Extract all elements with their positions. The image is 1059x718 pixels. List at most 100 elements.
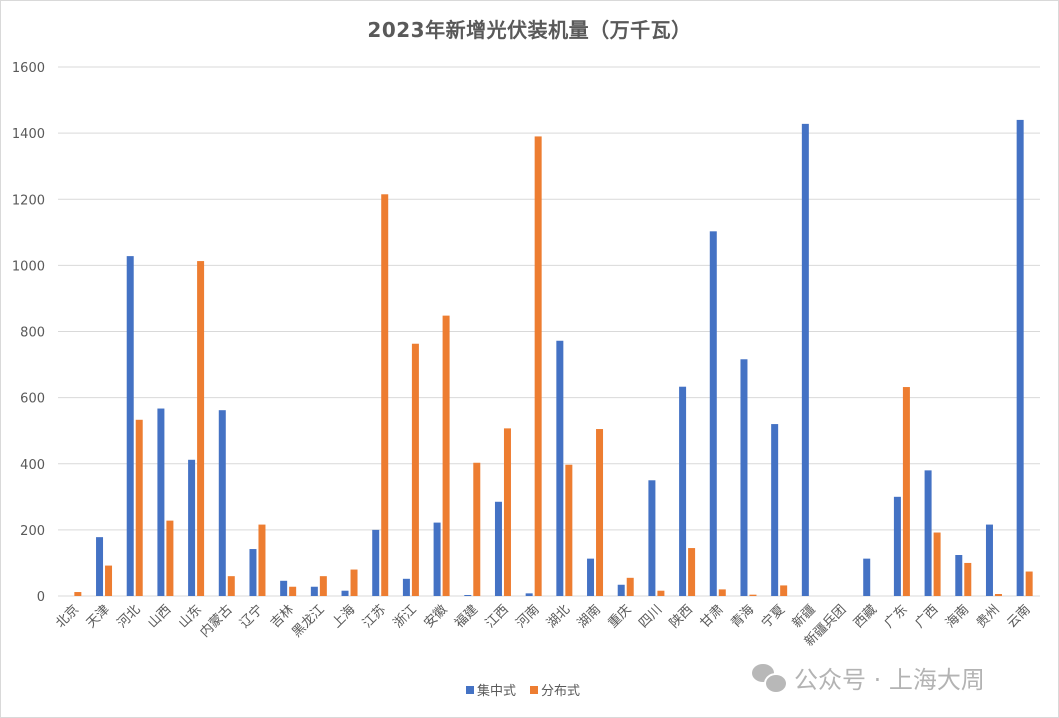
- x-tick-label: 湖南: [574, 602, 604, 632]
- y-tick-label: 1400: [12, 127, 45, 142]
- bar-centralized: [648, 480, 656, 596]
- x-tick-label: 青海: [728, 602, 757, 631]
- x-tick-label: 内蒙古: [197, 602, 236, 641]
- y-tick-label: 600: [20, 392, 45, 407]
- x-tick-label: 湖北: [544, 602, 573, 631]
- bar-distributed: [964, 562, 972, 596]
- bar-distributed: [688, 548, 696, 596]
- x-tick-label: 福建: [452, 602, 481, 631]
- bar-centralized: [556, 340, 564, 596]
- bar-centralized: [96, 537, 104, 596]
- bar-distributed: [1025, 571, 1033, 596]
- bar-centralized: [863, 558, 871, 596]
- x-tick-label: 安徽: [421, 602, 450, 631]
- gridlines: [58, 66, 1040, 597]
- bar-centralized: [494, 501, 502, 596]
- legend: 集中式 分布式: [466, 680, 580, 699]
- bar-centralized: [126, 256, 134, 596]
- bar-centralized: [709, 231, 717, 596]
- y-tick-label: 1000: [12, 259, 45, 274]
- bar-distributed: [381, 194, 389, 596]
- x-tick-label: 江西: [483, 602, 512, 631]
- bar-centralized: [280, 580, 288, 596]
- y-tick-label: 400: [20, 458, 45, 473]
- bar-centralized: [188, 459, 196, 596]
- chart-title: 2023年新增光伏装机量（万千瓦）: [367, 18, 692, 42]
- bar-distributed: [565, 464, 573, 596]
- x-tick-label: 天津: [84, 602, 113, 631]
- bar-centralized: [433, 522, 441, 596]
- x-tick-label: 黑龙江: [289, 602, 327, 640]
- x-tick-label: 西藏: [851, 602, 880, 631]
- legend-swatch-centralized: [466, 685, 474, 694]
- wechat-icon: [752, 663, 788, 694]
- x-tick-label: 山西: [145, 602, 174, 631]
- x-tick-label: 宁夏: [758, 602, 788, 632]
- bar-centralized: [341, 590, 349, 596]
- bar-centralized: [955, 555, 963, 596]
- x-tick-label: 广东: [882, 602, 911, 631]
- x-tick-label: 江苏: [359, 602, 389, 632]
- bar-centralized: [924, 470, 932, 596]
- bar-distributed: [933, 532, 941, 596]
- bar-centralized: [525, 593, 533, 596]
- x-tick-label: 上海: [329, 602, 358, 631]
- bar-distributed: [902, 387, 910, 596]
- bars: [74, 119, 1033, 597]
- y-tick-label: 0: [37, 590, 45, 605]
- watermark: 公众号 · 上海大周: [752, 660, 985, 695]
- bar-distributed: [718, 589, 726, 596]
- bar-centralized: [218, 410, 226, 596]
- bar-distributed: [289, 586, 297, 596]
- bar-distributed: [780, 585, 788, 596]
- bar-distributed: [411, 343, 419, 596]
- x-tick-label: 陕西: [667, 602, 696, 631]
- legend-item-distributed: 分布式: [530, 680, 580, 699]
- bar-distributed: [105, 565, 113, 596]
- bar-distributed: [258, 524, 266, 596]
- bar-distributed: [473, 462, 481, 596]
- bar-distributed: [197, 261, 205, 596]
- bar-centralized: [402, 578, 410, 596]
- bar-distributed: [74, 592, 82, 596]
- x-tick-label: 云南: [1004, 602, 1034, 632]
- x-tick-label: 河北: [115, 602, 144, 631]
- bar-centralized: [985, 524, 993, 596]
- bar-distributed: [657, 590, 665, 596]
- bar-centralized: [587, 558, 595, 596]
- y-tick-label: 200: [20, 524, 45, 539]
- bar-distributed: [350, 569, 358, 596]
- bar-centralized: [464, 595, 472, 596]
- bar-distributed: [319, 576, 327, 596]
- x-tick-label: 重庆: [605, 602, 635, 632]
- legend-label-distributed: 分布式: [541, 684, 581, 699]
- bar-centralized: [157, 408, 165, 596]
- bar-centralized: [740, 359, 748, 596]
- watermark-text: 公众号 · 上海大周: [794, 666, 985, 694]
- bar-centralized: [1016, 119, 1024, 597]
- bar-centralized: [801, 123, 809, 597]
- legend-swatch-distributed: [530, 685, 539, 694]
- bar-distributed: [994, 594, 1002, 596]
- x-tick-label: 广西: [912, 602, 941, 631]
- x-tick-label: 辽宁: [237, 602, 267, 632]
- x-tick-label: 四川: [636, 602, 665, 631]
- bar-distributed: [135, 419, 143, 596]
- bar-distributed: [749, 594, 757, 596]
- x-tick-label: 河南: [513, 602, 543, 632]
- x-tick-label: 海南: [942, 602, 972, 632]
- bar-distributed: [442, 315, 450, 596]
- legend-item-centralized: 集中式: [466, 680, 516, 699]
- bar-distributed: [596, 429, 604, 596]
- bar-centralized: [310, 586, 318, 596]
- y-axis-labels: 0 200 400 600 800 1000 1200 1400 1600: [12, 61, 45, 605]
- bar-distributed: [503, 428, 511, 596]
- bar-distributed: [626, 577, 634, 596]
- y-tick-label: 1600: [12, 61, 45, 76]
- bar-centralized: [617, 584, 625, 596]
- bar-distributed: [534, 136, 542, 596]
- bar-centralized: [372, 529, 380, 596]
